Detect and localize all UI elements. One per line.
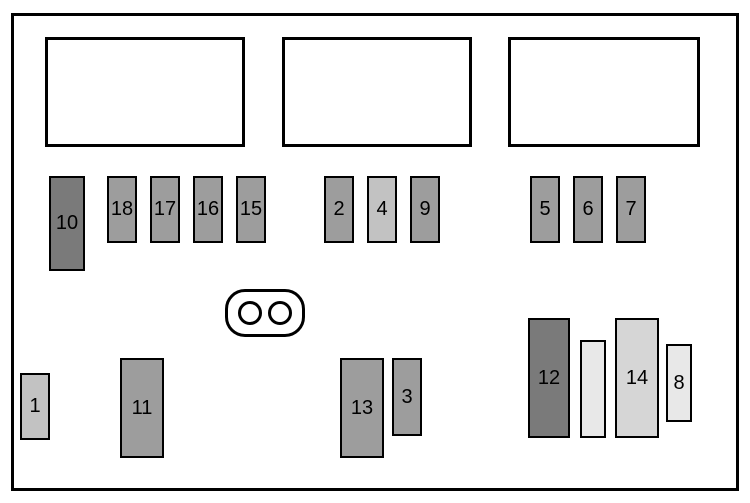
relay-box-3 xyxy=(508,37,700,147)
fuse-1: 1 xyxy=(20,373,50,440)
fuse-label: 17 xyxy=(154,198,176,221)
fuse-8: 8 xyxy=(666,344,692,422)
fuse-16: 16 xyxy=(193,176,223,243)
connector xyxy=(225,289,305,337)
fuse-label: 18 xyxy=(111,198,133,221)
fuse-9: 9 xyxy=(410,176,440,243)
fuse-label: 13 xyxy=(351,397,373,420)
fuse-6: 6 xyxy=(573,176,603,243)
fuse-label: 8 xyxy=(673,372,684,395)
connector-pin-2 xyxy=(268,301,292,325)
fuse-label: 14 xyxy=(626,367,648,390)
fuse-15: 15 xyxy=(236,176,266,243)
fuse-10: 10 xyxy=(49,176,85,271)
relay-box-1 xyxy=(45,37,245,147)
fuse-12: 12 xyxy=(528,318,570,438)
fuse-label: 11 xyxy=(132,397,153,420)
fuse-4: 4 xyxy=(367,176,397,243)
fuse-label: 15 xyxy=(240,198,262,221)
fuse-label: 2 xyxy=(333,198,344,221)
fuse-label: 10 xyxy=(56,212,78,235)
fuse-13: 13 xyxy=(340,358,384,458)
fuse-7: 7 xyxy=(616,176,646,243)
fuse-11: 11 xyxy=(120,358,164,458)
fuse-label: 16 xyxy=(197,198,219,221)
fuse-label: 1 xyxy=(29,395,40,418)
fuse-5: 5 xyxy=(530,176,560,243)
fuse-label: 6 xyxy=(582,198,593,221)
fuse-label: 5 xyxy=(539,198,550,221)
fuse-label: 9 xyxy=(419,198,430,221)
fuse-14: 14 xyxy=(615,318,659,438)
diagram-canvas: 101817161524956711113312148 xyxy=(0,0,750,503)
connector-pin-1 xyxy=(238,301,262,325)
relay-box-2 xyxy=(282,37,472,147)
fuse-18: 18 xyxy=(107,176,137,243)
fuse-17: 17 xyxy=(150,176,180,243)
fuse-2: 2 xyxy=(324,176,354,243)
fuse-label: 12 xyxy=(538,367,560,390)
fuse-label: 3 xyxy=(401,386,412,409)
fuse-label: 4 xyxy=(376,198,387,221)
fuse-blank xyxy=(580,340,606,438)
fuse-label: 7 xyxy=(625,198,636,221)
fuse-3: 3 xyxy=(392,358,422,436)
